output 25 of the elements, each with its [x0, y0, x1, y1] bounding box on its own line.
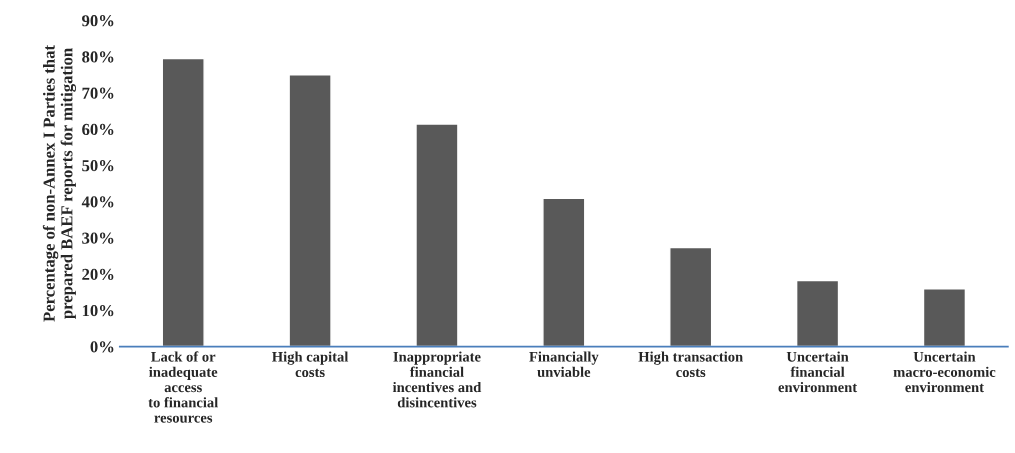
y-tick-label: 30%: [82, 232, 114, 244]
y-tick-label: 0%: [90, 341, 114, 353]
x-tick-label: Uncertain financial environment: [778, 351, 858, 393]
bar: [288, 74, 332, 347]
x-tick-label: High capital costs: [272, 351, 349, 378]
y-tick-label: 40%: [81, 196, 114, 208]
x-tick-label: Lack of or inadequate access to financial resources: [148, 351, 218, 423]
bar: [161, 57, 205, 347]
y-tick-label: 20%: [82, 268, 114, 281]
y-tick-label: 60%: [82, 123, 114, 136]
x-tick-label: Inappropriate financial incentives and disincentives: [392, 351, 482, 408]
y-tick-label: 50%: [82, 160, 114, 172]
y-tick-label: 10%: [82, 305, 114, 317]
y-axis-title: Percentage of non-Annex I Parties that prepared BAEF reports for mitigation: [42, 45, 77, 322]
bar: [922, 288, 967, 347]
bar: [415, 123, 459, 347]
x-tick-label: Uncertain macro-economic environment: [893, 351, 996, 393]
x-tick-label: High transaction costs: [638, 351, 743, 378]
bar: [795, 279, 840, 347]
y-tick-label: 80%: [82, 51, 114, 63]
y-tick-label: 70%: [82, 87, 114, 99]
bar: [542, 197, 586, 347]
y-tick-label: 90%: [82, 15, 114, 27]
x-tick-label: Financially unviable: [529, 351, 599, 377]
bar: [669, 246, 713, 347]
